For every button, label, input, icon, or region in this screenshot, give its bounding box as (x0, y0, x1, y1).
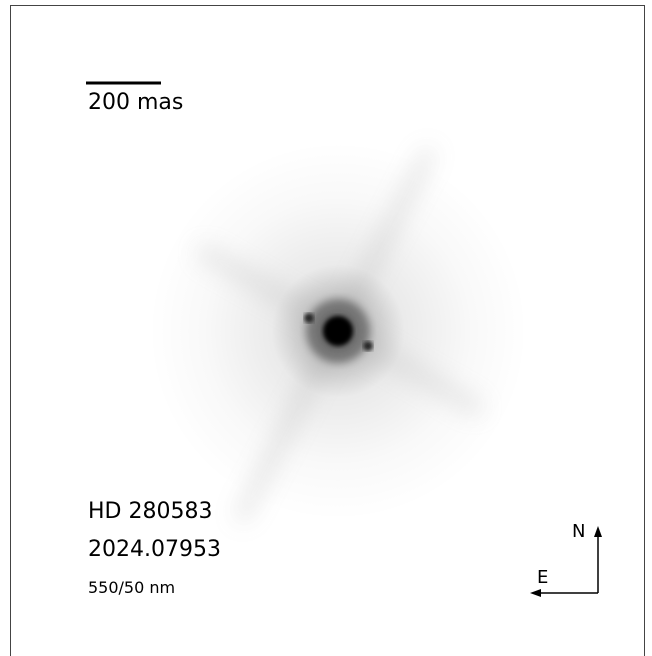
speckle-image: 200 mas HD 280583 2024.07953 550/50 nm N… (0, 0, 652, 656)
filter: 550/50 nm (88, 578, 175, 597)
scale-label: 200 mas (88, 90, 183, 115)
companion (304, 313, 314, 323)
north-label: N (572, 521, 585, 542)
companion-artifact (363, 341, 373, 351)
epoch: 2024.07953 (88, 537, 221, 562)
primary-star (323, 316, 353, 346)
target-name: HD 280583 (88, 499, 212, 524)
page: 200 mas HD 280583 2024.07953 550/50 nm N… (0, 0, 652, 656)
east-label: E (537, 567, 548, 588)
